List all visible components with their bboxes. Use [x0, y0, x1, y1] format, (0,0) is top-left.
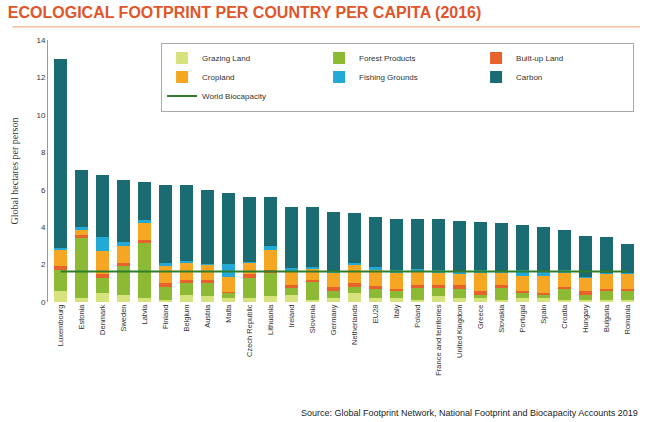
svg-text:World Biocapacity: World Biocapacity	[202, 92, 266, 101]
svg-text:Denmark: Denmark	[98, 304, 107, 335]
svg-text:Fishing Grounds: Fishing Grounds	[359, 73, 418, 82]
svg-text:Poland: Poland	[413, 305, 422, 328]
svg-text:2: 2	[41, 260, 46, 269]
svg-text:Slovakia: Slovakia	[497, 304, 506, 333]
svg-text:Netherlands: Netherlands	[350, 304, 359, 345]
svg-text:Sweden: Sweden	[119, 305, 128, 332]
svg-text:United Kingdom: United Kingdom	[455, 305, 464, 358]
svg-text:Latvia: Latvia	[140, 304, 149, 325]
svg-text:Estonia: Estonia	[77, 304, 86, 330]
svg-text:Source: Global Footprint Netwo: Source: Global Footprint Network, Nation…	[301, 408, 638, 418]
svg-text:Global hectares per person: Global hectares per person	[9, 118, 20, 225]
svg-text:Carbon: Carbon	[516, 73, 542, 82]
svg-text:Germany: Germany	[329, 304, 338, 335]
svg-text:14: 14	[36, 36, 45, 45]
svg-text:Italy: Italy	[392, 304, 401, 318]
svg-text:France and territories: France and territories	[434, 304, 443, 376]
svg-text:Malta: Malta	[224, 304, 233, 323]
svg-text:Croatia: Croatia	[560, 304, 569, 329]
svg-text:Czech Republic: Czech Republic	[245, 304, 254, 357]
svg-text:0: 0	[41, 298, 46, 307]
svg-text:ECOLOGICAL FOOTPRINT PER COUNT: ECOLOGICAL FOOTPRINT PER COUNTRY PER CAP…	[8, 4, 482, 21]
svg-text:Cropland: Cropland	[202, 73, 234, 82]
svg-text:Built-up Land: Built-up Land	[516, 54, 563, 63]
svg-text:EU28: EU28	[371, 305, 380, 324]
svg-text:Lithuania: Lithuania	[266, 304, 275, 335]
svg-text:8: 8	[41, 148, 46, 157]
svg-text:Finland: Finland	[161, 305, 170, 330]
svg-text:Bulgaria: Bulgaria	[602, 304, 611, 332]
svg-text:Belgium: Belgium	[182, 305, 191, 332]
svg-text:Ireland: Ireland	[287, 305, 296, 328]
svg-text:6: 6	[41, 186, 46, 195]
svg-text:Portugal: Portugal	[518, 304, 527, 332]
svg-text:4: 4	[41, 223, 46, 232]
svg-text:Romania: Romania	[623, 304, 632, 335]
svg-text:Spain: Spain	[539, 305, 548, 324]
svg-text:Austria: Austria	[203, 304, 212, 328]
svg-text:Hungary: Hungary	[581, 304, 590, 333]
svg-text:12: 12	[36, 73, 45, 82]
svg-text:Grazing Land: Grazing Land	[202, 54, 250, 63]
svg-text:Slovenia: Slovenia	[308, 304, 317, 334]
svg-text:Greece: Greece	[476, 305, 485, 330]
svg-text:Luxembourg: Luxembourg	[56, 305, 65, 347]
svg-text:Forest Products: Forest Products	[359, 54, 415, 63]
svg-text:10: 10	[36, 111, 45, 120]
